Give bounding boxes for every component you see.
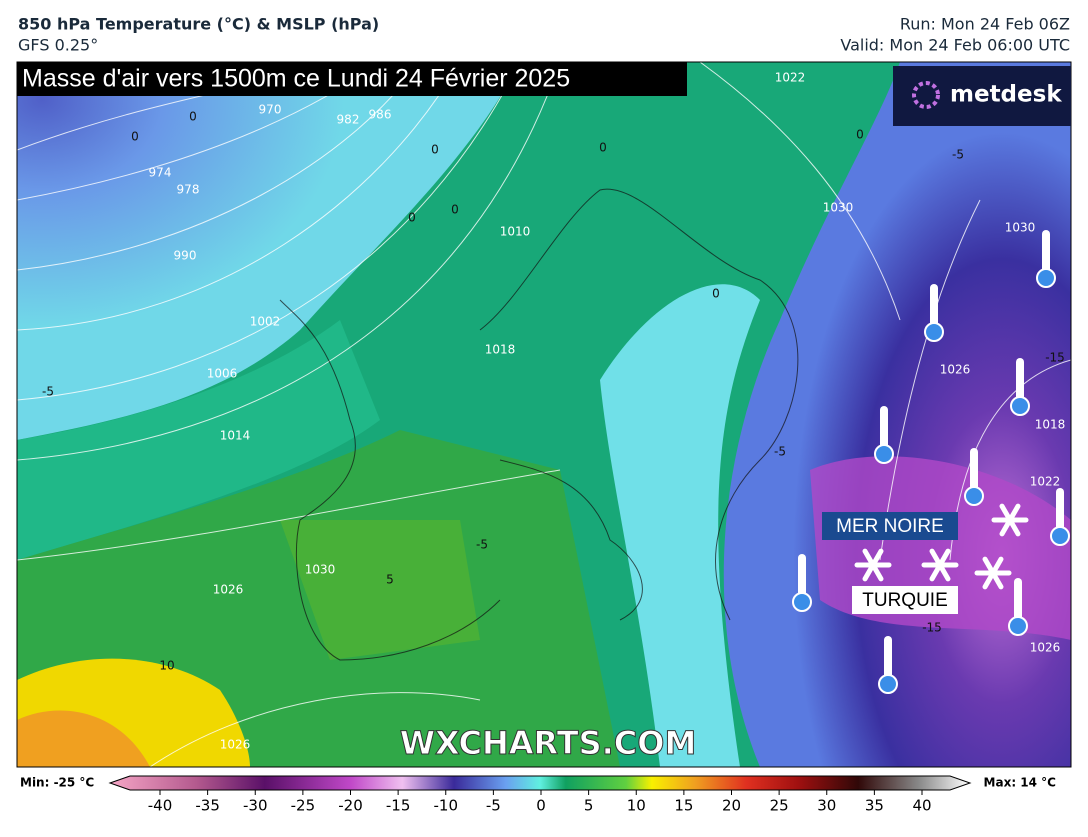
- run: Run: Mon 24 Feb 06Z: [900, 15, 1070, 34]
- colorbar: [108, 775, 972, 791]
- isobar-label: 1022: [775, 71, 806, 85]
- banner-bg: [17, 62, 687, 96]
- isobar-label: 1018: [1035, 418, 1066, 432]
- colorbar-tick-label: -40: [148, 797, 173, 815]
- temperature-labels: 0 0 0 0 0 0 0 0 -5 -5 -5 -5 -15 -15 10 5: [42, 110, 1065, 673]
- temperature-label: 0: [189, 110, 197, 124]
- thermometer-bulb: [1010, 396, 1030, 416]
- colorbar-tick-label: 40: [912, 797, 931, 815]
- thermometer: [798, 554, 806, 598]
- thermometer: [1016, 358, 1024, 402]
- colorbar-ticks: -40 -35 -30 -25 -20 -15 -10 -5 0 5 10 15 20 25 30 35 40: [148, 790, 932, 815]
- temperature-label: 0: [599, 141, 607, 155]
- colorbar-tick-label: 0: [536, 797, 546, 815]
- place-label: MER NOIRE: [836, 516, 944, 537]
- isobar-label: 1018: [485, 343, 516, 357]
- colorbar-tick-label: -20: [338, 797, 363, 815]
- snowflake: [862, 548, 884, 582]
- isobar-label: 1026: [220, 738, 251, 752]
- logo: metdesk: [950, 82, 1062, 108]
- temperature-label: -15: [922, 621, 942, 635]
- colorbar-tick-label: -30: [243, 797, 268, 815]
- colorbar-min: Min: -25 °C: [20, 776, 94, 790]
- temperature-label: -5: [774, 445, 786, 459]
- colorbar-tick-label: -5: [486, 797, 501, 815]
- colorbar-tick-label: 15: [674, 797, 693, 815]
- temperature-label: 0: [408, 211, 416, 225]
- thermometer: [1056, 488, 1064, 532]
- thermometer-bulb: [924, 322, 944, 342]
- snowflake: [929, 548, 951, 582]
- isobar-label: 986: [369, 108, 392, 122]
- thermometer: [880, 406, 888, 450]
- isobar-label: 982: [337, 113, 360, 127]
- thermometer-bulb: [874, 444, 894, 464]
- temperature-label: -5: [42, 385, 54, 399]
- map: [17, 62, 1071, 767]
- valid: Valid: Mon 24 Feb 06:00 UTC: [840, 36, 1070, 55]
- weather-icons: [792, 230, 1070, 694]
- colorbar-tick-label: -10: [434, 797, 459, 815]
- thermometer-bulb: [792, 592, 812, 612]
- isobar-label: 978: [177, 183, 200, 197]
- colorbar-max: Max: 14 °C: [984, 776, 1057, 790]
- temperature-label: 0: [131, 130, 139, 144]
- isobar-label: 1030: [1005, 221, 1036, 235]
- thermometer: [1042, 230, 1050, 274]
- thermometer-bulb: [1008, 616, 1028, 636]
- temperature-label: 0: [856, 128, 864, 142]
- isobar-label: 1026: [1030, 641, 1061, 655]
- temperature-label: 0: [451, 203, 459, 217]
- isobar-label: 1030: [305, 563, 336, 577]
- isobar-label: 1026: [213, 583, 244, 597]
- place-bg: [852, 586, 958, 614]
- colorbar-tick-label: 30: [817, 797, 836, 815]
- thermometer-bulb: [1050, 526, 1070, 546]
- colorbar-tick-label: -15: [386, 797, 411, 815]
- colorbar-tick-label: 35: [865, 797, 884, 815]
- colorbar-tick-label: -35: [195, 797, 220, 815]
- model: GFS 0.25°: [18, 36, 98, 55]
- colorbar-tick-label: 25: [770, 797, 789, 815]
- thermometer: [1014, 578, 1022, 622]
- temperature-label: -5: [476, 538, 488, 552]
- thermometer-bulb: [878, 674, 898, 694]
- isobar-label: 1006: [207, 367, 238, 381]
- snowflake: [982, 556, 1004, 590]
- title: 850 hPa Temperature (°C) & MSLP (hPa): [18, 15, 379, 34]
- isobar-label: 974: [149, 166, 172, 180]
- temperature-label: -15: [1045, 351, 1065, 365]
- colorbar-tick-label: 10: [627, 797, 646, 815]
- place-label: TURQUIE: [862, 590, 948, 611]
- banner: Masse d'air vers 1500m ce Lundi 24 Févri…: [22, 65, 570, 93]
- isobar-label: 1030: [823, 201, 854, 215]
- isobar-label: 1022: [1030, 475, 1061, 489]
- isobar-label: 1002: [250, 315, 281, 329]
- isobar-label: 970: [259, 103, 282, 117]
- colorbar-tick-label: 20: [722, 797, 741, 815]
- temperature-label: 10: [159, 659, 174, 673]
- isobar-label: 1026: [940, 363, 971, 377]
- temperature-label: 0: [431, 143, 439, 157]
- logo-bg: [893, 66, 1071, 126]
- isobar-labels: 970 974 978 982 986 990 1002 1006 1014 1010 1018 10…: [149, 71, 1066, 752]
- place-bg: [822, 512, 958, 540]
- isobar-label: 1010: [500, 225, 531, 239]
- temperature-label: -5: [952, 148, 964, 162]
- thermometer-bulb: [1036, 268, 1056, 288]
- colorbar-tick-label: -25: [291, 797, 316, 815]
- temperature-label: 5: [386, 573, 394, 587]
- thermometer: [970, 448, 978, 492]
- watermark: WXCHARTS.COM: [400, 724, 697, 762]
- temperature-label: 0: [712, 287, 720, 301]
- isobar-label: 990: [174, 249, 197, 263]
- isobar-label: 1014: [220, 429, 251, 443]
- thermometer: [884, 636, 892, 680]
- snowflake: [999, 503, 1021, 537]
- thermometer-bulb: [964, 486, 984, 506]
- thermometer: [930, 284, 938, 328]
- logo-mark: [912, 81, 940, 109]
- colorbar-tick-label: 5: [584, 797, 594, 815]
